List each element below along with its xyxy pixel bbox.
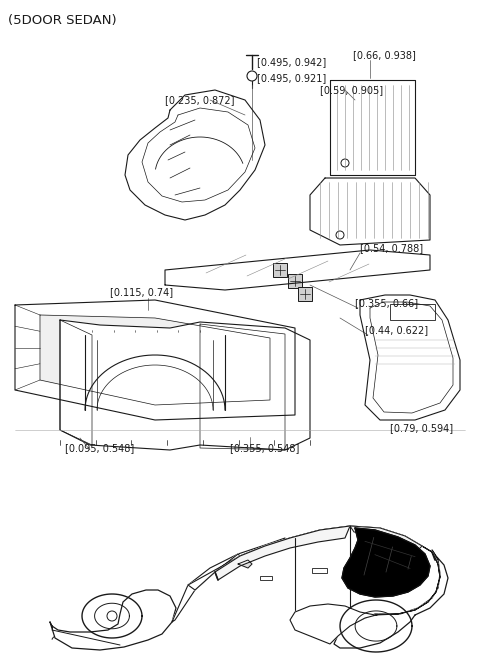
Polygon shape [215,526,350,580]
Text: [0.66, 0.938]: [0.66, 0.938] [353,50,416,60]
Polygon shape [188,526,440,644]
Polygon shape [82,594,142,638]
Circle shape [371,621,381,631]
Circle shape [107,611,117,621]
Text: [0.79, 0.594]: [0.79, 0.594] [390,423,453,433]
Text: [0.44, 0.622]: [0.44, 0.622] [365,325,428,335]
Text: [0.355, 0.66]: [0.355, 0.66] [355,298,418,308]
Text: [0.495, 0.921]: [0.495, 0.921] [257,73,326,83]
Bar [390,304,435,320]
Polygon shape [310,178,430,245]
Text: [0.115, 0.74]: [0.115, 0.74] [110,287,173,297]
Text: [0.235, 0.872]: [0.235, 0.872] [165,95,235,105]
Bar [312,568,327,573]
Polygon shape [360,295,460,420]
Polygon shape [172,538,285,622]
Bar [288,274,302,288]
Text: [0.355, 0.548]: [0.355, 0.548] [230,443,300,453]
Polygon shape [350,526,422,550]
Text: [0.495, 0.942]: [0.495, 0.942] [257,57,326,67]
Polygon shape [334,550,448,648]
Bar [298,287,312,301]
Polygon shape [342,528,430,597]
Polygon shape [15,300,295,420]
Polygon shape [238,560,252,568]
Polygon shape [125,90,265,220]
Bar [273,263,287,277]
Polygon shape [340,600,412,652]
Bar [260,576,272,580]
Polygon shape [165,250,430,290]
Text: [0.54, 0.788]: [0.54, 0.788] [360,243,423,253]
Polygon shape [40,315,270,405]
Text: [0.095, 0.548]: [0.095, 0.548] [65,443,134,453]
Polygon shape [60,320,310,450]
Text: [0.59, 0.905]: [0.59, 0.905] [320,85,383,95]
Polygon shape [330,80,415,175]
Text: (5DOOR SEDAN): (5DOOR SEDAN) [8,14,117,27]
Polygon shape [50,590,176,650]
